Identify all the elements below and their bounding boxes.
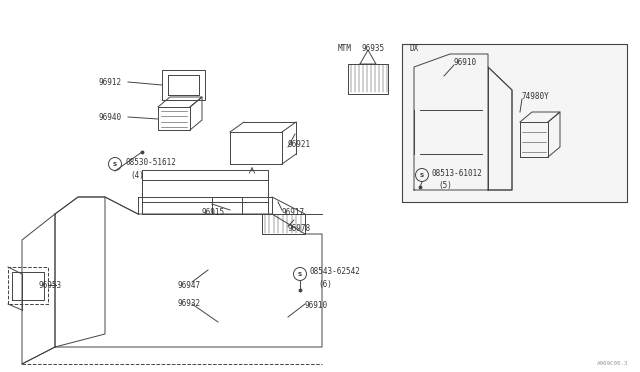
- Text: 96917: 96917: [282, 208, 305, 217]
- Text: 96912: 96912: [99, 77, 122, 87]
- Text: MTM: MTM: [338, 44, 352, 52]
- Text: 96935: 96935: [362, 44, 385, 52]
- Text: 96915: 96915: [202, 208, 225, 217]
- Text: (6): (6): [318, 280, 332, 289]
- Text: 96978: 96978: [288, 224, 311, 232]
- Text: 96910: 96910: [454, 58, 477, 67]
- Text: S: S: [298, 272, 302, 276]
- Text: 96932: 96932: [178, 299, 201, 308]
- Text: A969C00.3: A969C00.3: [596, 361, 628, 366]
- Text: 96940: 96940: [99, 112, 122, 122]
- Bar: [402, 44, 627, 202]
- Text: 96953: 96953: [38, 282, 61, 291]
- Text: S: S: [420, 173, 424, 177]
- Text: S: S: [113, 161, 117, 167]
- Text: 08513-61012: 08513-61012: [432, 169, 483, 177]
- Text: 08543-62542: 08543-62542: [310, 267, 361, 276]
- Text: 96947: 96947: [178, 280, 201, 289]
- Text: 08530-51612: 08530-51612: [125, 157, 176, 167]
- Text: 96921: 96921: [288, 140, 311, 148]
- Text: 74980Y: 74980Y: [522, 92, 550, 100]
- Text: (4): (4): [130, 170, 144, 180]
- Text: (5): (5): [438, 180, 452, 189]
- Text: DX: DX: [410, 44, 419, 52]
- Text: 96910: 96910: [305, 301, 328, 311]
